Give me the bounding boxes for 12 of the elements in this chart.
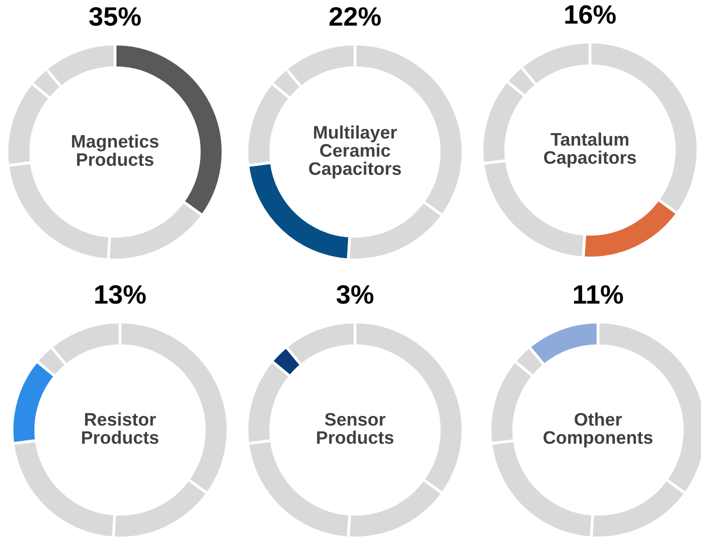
chart-title: 35% [89,7,141,26]
chart-title: 13% [95,285,146,304]
text: Other Components [544,412,652,448]
text: Magnetics Products [72,134,158,166]
text: Resistor Products [82,412,158,444]
text: Tantalum Capacitors [544,132,636,168]
chart-title: 16% [565,5,616,24]
chart-title: 3% [336,285,374,304]
chart-title: 22% [330,7,381,26]
chart-title: 11% [574,285,623,304]
text: Multilayer Ceramic Capacitors [309,125,401,179]
text: Sensor Products [317,412,394,444]
